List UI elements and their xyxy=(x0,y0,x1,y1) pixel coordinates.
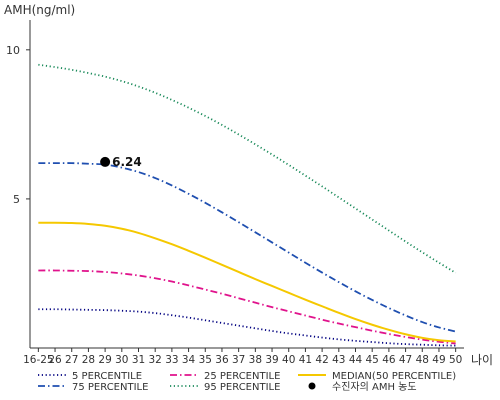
patient-amh-value-label: 6.24 xyxy=(112,155,142,169)
x-tick-label: 16-25 xyxy=(23,354,54,366)
x-tick-label: 27 xyxy=(65,354,78,366)
x-axis-label: 나이 xyxy=(471,353,493,367)
x-tick-label: 35 xyxy=(199,354,212,366)
y-axis-label: AMH(ng/ml) xyxy=(4,3,75,17)
series-line-5-percentile xyxy=(38,308,456,347)
x-tick-label: 41 xyxy=(299,354,312,366)
y-axis-ticks: 5 10 xyxy=(6,44,30,206)
y-tick-label: 5 xyxy=(13,193,20,206)
y-tick-label: 10 xyxy=(6,44,20,57)
x-tick-label: 38 xyxy=(249,354,262,366)
x-tick-label: 39 xyxy=(265,354,278,366)
x-tick-label: 36 xyxy=(215,354,229,366)
chart-legend: 5 PERCENTILE 25 PERCENTILE MEDIAN(50 PERCE… xyxy=(38,371,456,393)
x-tick-label: 45 xyxy=(366,354,379,366)
x-tick-label: 28 xyxy=(82,354,95,366)
series-line-95-percentile xyxy=(38,63,457,274)
x-tick-label: 26 xyxy=(48,354,62,366)
x-tick-label: 44 xyxy=(349,354,363,366)
series-line-median-50-percentile xyxy=(38,221,456,343)
patient-marker-group: 6.24 xyxy=(100,155,142,169)
x-tick-label: 29 xyxy=(98,354,111,366)
percentile-series xyxy=(38,63,457,347)
x-tick-label: 33 xyxy=(165,354,178,366)
x-tick-label: 47 xyxy=(399,354,412,366)
legend-label: MEDIAN(50 PERCENTILE) xyxy=(332,371,456,382)
x-tick-label: 43 xyxy=(332,354,345,366)
series-line-75-percentile xyxy=(38,162,456,333)
legend-label: 95 PERCENTILE xyxy=(204,382,280,393)
x-tick-label: 48 xyxy=(416,354,429,366)
x-tick-label: 37 xyxy=(232,354,245,366)
x-tick-label: 32 xyxy=(149,354,162,366)
x-tick-label: 31 xyxy=(132,354,145,366)
legend-label: 25 PERCENTILE xyxy=(204,371,280,382)
x-tick-label: 34 xyxy=(182,354,196,366)
x-tick-label: 49 xyxy=(432,354,445,366)
x-tick-label: 42 xyxy=(315,354,328,366)
legend-patient-label: 수진자의 AMH 농도 xyxy=(332,381,417,393)
patient-amh-marker xyxy=(100,156,111,167)
legend-patient-marker xyxy=(308,382,316,390)
x-tick-label: 40 xyxy=(282,354,295,366)
legend-label: 5 PERCENTILE xyxy=(72,371,142,382)
x-tick-label: 46 xyxy=(382,354,396,366)
legend-label: 75 PERCENTILE xyxy=(72,382,148,393)
x-tick-label: 30 xyxy=(115,354,128,366)
series-line-25-percentile xyxy=(38,269,456,345)
x-tick-label: 50 xyxy=(449,354,462,366)
